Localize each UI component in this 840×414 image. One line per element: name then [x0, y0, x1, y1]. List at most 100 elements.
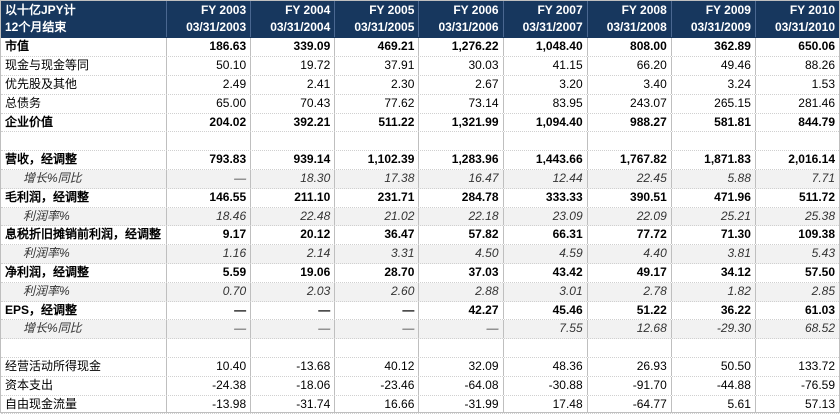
value-cell: 57.82 [418, 226, 502, 245]
row-label: 息税折旧摊销前利润，经调整 [5, 227, 162, 242]
value-cell: 339.09 [250, 38, 334, 57]
value-cell: 471.96 [670, 188, 755, 207]
table-row: 增长%同比 — — — —7.55 12.68 -29.30 68.52 [1, 320, 839, 340]
table-row: 现金与现金等同 50.10 19.72 37.91 30.03 41.15 66.20 49.… [1, 57, 839, 76]
table-row: 自由现金流量 -13.98 -31.74 16.66 -31.99 17.48 -64.77… [1, 395, 839, 414]
value-cell: -64.77 [586, 395, 671, 414]
table-row: EPS，经调整 — — —42.27 45.46 51.22 36.22 61.03 [1, 301, 839, 321]
header-row: 以十亿JPY计 12个月结束 FY 2003 03/31/2003 FY 2004 03… [1, 1, 839, 39]
value-cell: 19.06 [250, 263, 334, 282]
fiscal-year: FY 2004 [285, 3, 331, 17]
value-cell: 10.40 [166, 357, 250, 376]
value-cell: -29.30 [670, 320, 755, 339]
value-cell: 88.26 [754, 57, 839, 75]
value-cell: 70.43 [250, 94, 334, 113]
spacer-cell [754, 339, 839, 357]
value-cell: 7.55 [502, 320, 587, 339]
value-cell: 1,871.83 [670, 151, 755, 169]
value-cell: 1,276.22 [418, 38, 502, 57]
period-end: 03/31/2009 [690, 20, 751, 34]
value-cell: -24.38 [166, 376, 250, 395]
value-cell: — [334, 320, 418, 339]
row-label: 营收，经调整 [5, 152, 78, 167]
value-cell: 5.43 [754, 245, 839, 263]
spacer-cell [334, 132, 418, 151]
value-cell: 4.40 [586, 245, 671, 263]
value-cell: 265.15 [670, 94, 755, 113]
value-cell: -31.99 [418, 395, 502, 414]
value-cell: 2.30 [334, 75, 418, 94]
value-cell: 2.85 [754, 282, 839, 301]
value-cell: 51.22 [586, 301, 671, 320]
spacer-cell [250, 339, 334, 357]
spacer-cell [334, 339, 418, 357]
column-header: FY 2008 03/31/2008 [586, 1, 671, 38]
spacer-cell [166, 132, 250, 151]
value-cell: 57.50 [754, 263, 839, 282]
column-header: FY 2004 03/31/2004 [250, 1, 334, 38]
table-row: 经营活动所得现金 10.40 -13.68 40.12 32.09 48.36 26.93 5… [1, 357, 839, 377]
value-cell: 2,016.14 [754, 151, 839, 169]
row-label: 自由现金流量 [5, 396, 78, 411]
value-cell: 50.50 [670, 357, 755, 376]
fiscal-year: FY 2005 [369, 3, 415, 17]
row-label: 经营活动所得现金 [5, 358, 102, 373]
table-row: 增长%同比 —18.30 17.38 16.47 12.44 22.45 5.88 7.71 [1, 169, 839, 189]
value-cell: 22.09 [586, 207, 671, 226]
table-row: 总债务 65.00 70.43 77.62 73.14 83.95 243.07 265.15… [1, 94, 839, 114]
fiscal-year: FY 2008 [621, 3, 667, 17]
value-cell: -13.98 [166, 395, 250, 414]
table-row: 市值 186.63 339.09 469.21 1,276.22 1,048.40 808.… [1, 38, 839, 58]
value-cell: 362.89 [670, 38, 755, 57]
value-cell: 2.88 [418, 282, 502, 301]
value-cell: 231.71 [334, 188, 418, 207]
value-cell: 23.09 [502, 207, 587, 226]
value-cell: 49.46 [670, 57, 755, 75]
value-cell: 988.27 [586, 113, 671, 132]
value-cell: 2.41 [250, 75, 334, 94]
value-cell: 511.22 [334, 113, 418, 132]
row-label: 资本支出 [5, 377, 54, 392]
value-cell: 133.72 [754, 357, 839, 376]
row-label: 利润率% [23, 208, 70, 223]
value-cell: 3.01 [502, 282, 587, 301]
value-cell: 1,048.40 [502, 38, 587, 57]
value-cell: 3.81 [670, 245, 755, 263]
value-cell: 7.71 [754, 169, 839, 188]
value-cell: 1,102.39 [334, 151, 418, 169]
column-header: FY 2003 03/31/2003 [166, 1, 250, 38]
value-cell: 50.10 [166, 57, 250, 75]
period-end: 03/31/2005 [354, 20, 415, 34]
table-row: 营收，经调整 793.83 939.14 1,102.39 1,283.96 1,443.… [1, 151, 839, 170]
value-cell: 18.46 [166, 207, 250, 226]
value-cell: 16.47 [418, 169, 502, 188]
fiscal-year: FY 2003 [200, 3, 247, 17]
spacer-cell [418, 132, 502, 151]
column-header: FY 2005 03/31/2005 [334, 1, 418, 38]
fiscal-year: FY 2006 [453, 3, 499, 17]
column-header: FY 2006 03/31/2006 [418, 1, 502, 38]
value-cell: 26.93 [586, 357, 671, 376]
spacer-cell [166, 339, 250, 357]
value-cell: 5.61 [670, 395, 755, 414]
period-end: 03/31/2003 [186, 20, 247, 34]
value-cell: 793.83 [166, 151, 250, 169]
table-row: 毛利润，经调整 146.55 211.10 231.71 284.78 333.33 390… [1, 188, 839, 208]
value-cell: -31.74 [250, 395, 334, 414]
column-header: FY 2010 03/31/2010 [754, 1, 839, 38]
value-cell: -23.46 [334, 376, 418, 395]
value-cell: 0.70 [166, 282, 250, 301]
value-cell: 392.21 [250, 113, 334, 132]
value-cell: -44.88 [670, 376, 755, 395]
value-cell: 73.14 [418, 94, 502, 113]
value-cell: 3.24 [670, 75, 755, 94]
value-cell: 1.16 [166, 245, 250, 263]
value-cell: 21.02 [334, 207, 418, 226]
value-cell: — [418, 320, 502, 339]
value-cell: 390.51 [586, 188, 671, 207]
value-cell: 25.21 [670, 207, 755, 226]
value-cell: 109.38 [754, 226, 839, 245]
value-cell: 18.30 [250, 169, 334, 188]
value-cell: — [334, 301, 418, 320]
